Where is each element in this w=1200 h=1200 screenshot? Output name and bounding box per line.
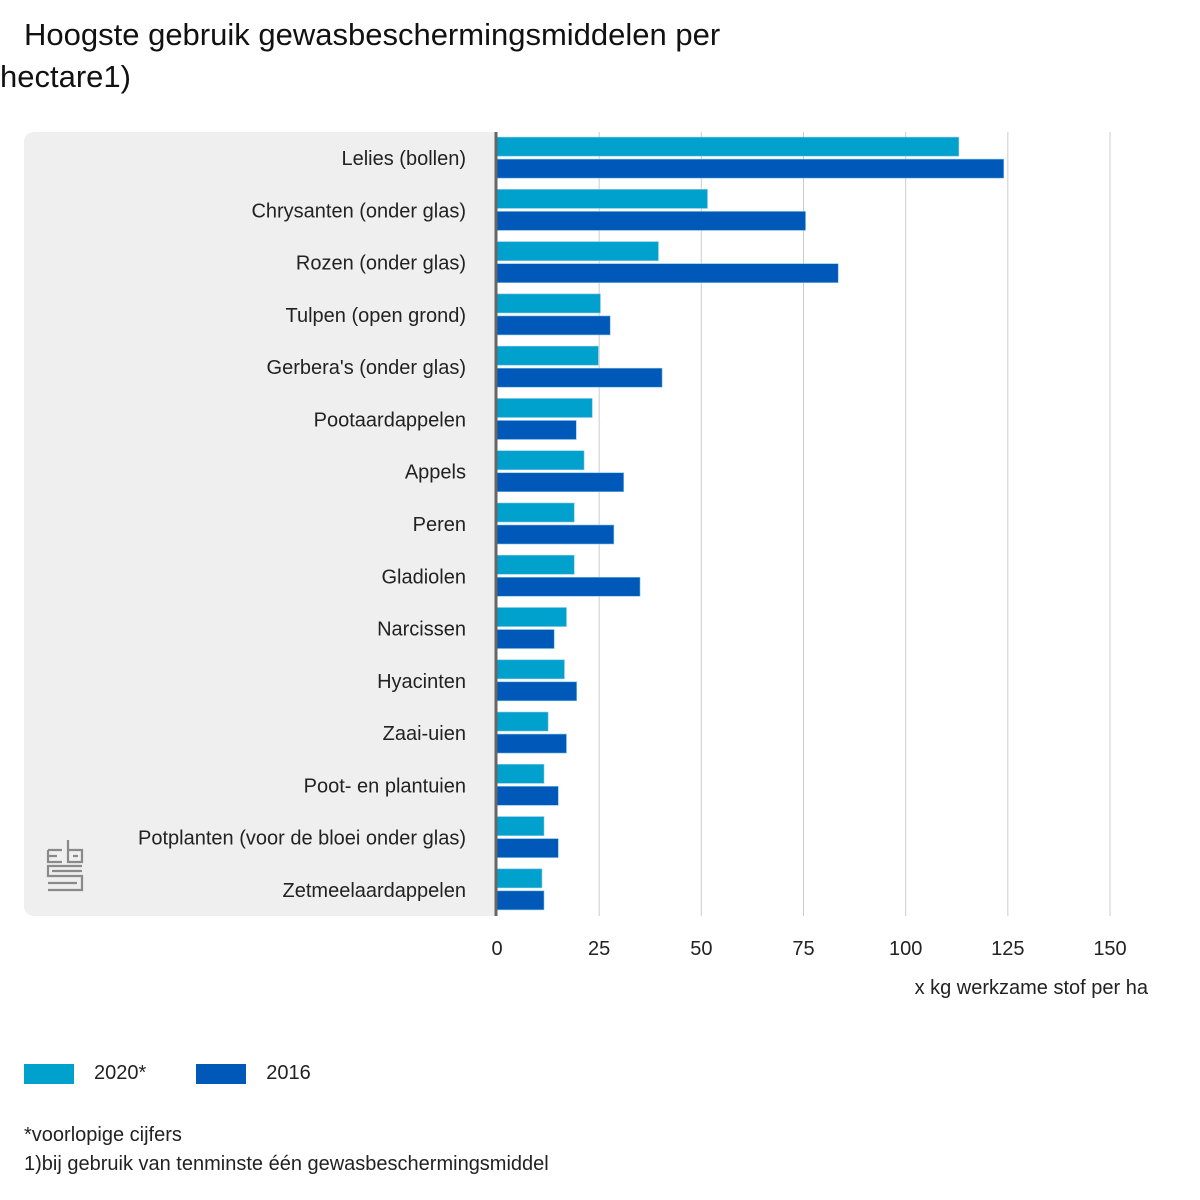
bar-2020 (496, 816, 545, 836)
category-label: Poot- en plantuien (304, 775, 466, 797)
bar-2016 (496, 211, 806, 231)
bar-2016 (496, 890, 545, 911)
category-label: Gerbera's (onder glas) (267, 357, 466, 379)
bar-2016 (496, 681, 577, 702)
legend-label-2020: 2020* (94, 1062, 147, 1084)
category-panel (24, 132, 496, 916)
legend-item-2016[interactable]: 2016 (196, 1062, 311, 1085)
x-axis-title: x kg werkzame stof per ha (914, 977, 1148, 999)
bar-2016 (496, 524, 615, 545)
bar-2020 (496, 711, 549, 732)
bar-2020 (496, 293, 601, 314)
category-label: Appels (405, 462, 466, 484)
bar-2016 (496, 629, 555, 649)
bar-2020 (496, 607, 567, 627)
bar-2016 (496, 367, 663, 388)
x-tick-label: 125 (991, 938, 1024, 960)
bar-chart: Lelies (bollen) Chrysanten (onder glas) Ro… (138, 132, 1127, 960)
bar-2016 (496, 472, 624, 493)
bar-2016 (496, 576, 641, 597)
legend-swatch-2016 (196, 1063, 247, 1084)
footnote-provisional: *voorlopige cijfers (24, 1124, 182, 1146)
bar-2020 (496, 189, 708, 209)
legend: 2020* 2016 (24, 1062, 361, 1085)
bar-2020 (496, 450, 585, 471)
bar-2016 (496, 315, 611, 336)
bar-2016 (496, 420, 577, 440)
category-label: Potplanten (voor de bloei onder glas) (138, 828, 466, 850)
footnote-definition: 1)bij gebruik van tenminste één gewasbes… (24, 1153, 549, 1175)
cbs-logo (46, 840, 84, 892)
category-label: Hyacinten (377, 671, 466, 693)
bars (496, 136, 1005, 911)
legend-label-2016: 2016 (266, 1062, 311, 1084)
category-label: Gladiolen (381, 566, 466, 588)
grid-lines (598, 132, 1111, 916)
bar-2020 (496, 398, 593, 418)
category-label: Zaai-uien (383, 723, 466, 745)
legend-item-2020[interactable]: 2020* (24, 1062, 146, 1085)
bar-2020 (496, 502, 575, 523)
bar-2020 (496, 554, 575, 575)
x-tick-label: 75 (792, 938, 814, 960)
category-label: Peren (413, 514, 466, 536)
bar-2016 (496, 263, 839, 283)
bar-2020 (496, 345, 599, 366)
chart-title: Hoogste gebruik gewasbeschermingsmiddele… (0, 17, 721, 94)
bar-2020 (496, 868, 543, 889)
category-labels: Lelies (bollen) Chrysanten (onder glas) Ro… (138, 148, 466, 902)
bar-2016 (496, 733, 567, 754)
x-tick-label: 100 (889, 938, 922, 960)
bar-2016 (496, 838, 559, 858)
category-label: Lelies (bollen) (341, 148, 466, 170)
bar-2020 (496, 241, 659, 261)
x-tick-label: 150 (1093, 938, 1126, 960)
category-label: Rozen (onder glas) (296, 253, 466, 275)
category-label: Tulpen (open grond) (286, 305, 467, 327)
bar-2016 (496, 786, 559, 806)
bar-2016 (496, 158, 1005, 179)
category-label: Zetmeelaardappelen (283, 880, 466, 902)
category-label: Narcissen (377, 619, 466, 641)
tick-labels: 0 25 50 75 100 125 150 (491, 938, 1126, 960)
bar-2020 (496, 136, 960, 157)
x-tick-label: 25 (588, 938, 610, 960)
legend-swatch-2020 (24, 1063, 74, 1084)
category-label: Chrysanten (onder glas) (251, 200, 466, 222)
category-label: Pootaardappelen (314, 409, 466, 431)
bar-2020 (496, 659, 565, 680)
bar-2020 (496, 764, 545, 784)
x-tick-label: 50 (690, 938, 712, 960)
x-tick-label: 0 (491, 938, 502, 960)
